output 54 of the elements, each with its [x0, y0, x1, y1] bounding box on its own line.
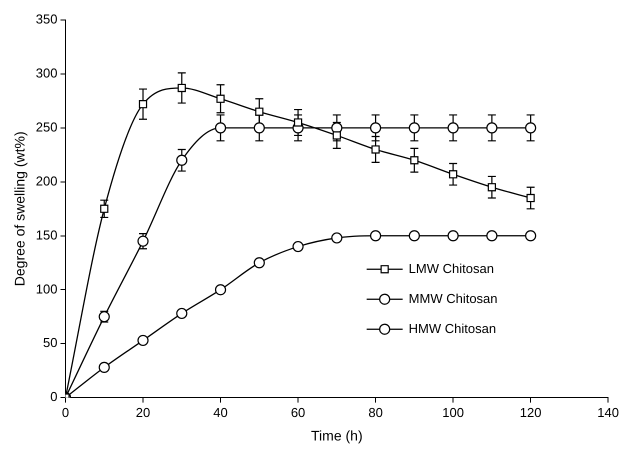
point [294, 118, 302, 127]
point [486, 230, 498, 242]
y-tick-label: 100 [36, 281, 58, 296]
point [137, 236, 149, 247]
legend-label: LMW Chitosan [408, 260, 494, 276]
x-tick-label: 80 [368, 404, 383, 420]
point [176, 154, 188, 166]
legend-label: HMW Chitosan [408, 320, 496, 336]
y-tick-label: 300 [36, 66, 58, 81]
y-tick-label: 150 [36, 227, 58, 242]
point [137, 334, 149, 346]
point [370, 230, 382, 242]
point [486, 122, 498, 134]
point [525, 122, 536, 134]
y-axis-title: Degree of swelling (wt%) [11, 131, 28, 286]
point [410, 156, 418, 164]
point [448, 230, 459, 242]
point [292, 240, 304, 252]
point [371, 145, 380, 154]
point [525, 230, 536, 242]
point [488, 183, 496, 192]
x-tick-label: 100 [442, 404, 464, 420]
x-tick-label: 140 [597, 404, 620, 420]
point [255, 108, 264, 116]
point [254, 257, 265, 268]
point [214, 284, 226, 296]
y-tick-label: 250 [36, 119, 58, 134]
point [176, 308, 188, 320]
y-tick-label: 0 [50, 389, 58, 404]
point [448, 122, 459, 134]
point [98, 362, 110, 373]
x-tick-label: 120 [520, 404, 542, 420]
point [526, 194, 535, 202]
point [178, 84, 186, 92]
point [332, 131, 341, 140]
point [216, 94, 225, 103]
x-axis-title: Time (h) [311, 427, 363, 444]
point [214, 122, 226, 134]
point [100, 204, 108, 213]
x-tick-label: 20 [136, 404, 150, 420]
x-tick-label: 40 [213, 404, 228, 420]
point [254, 122, 265, 134]
y-tick-label: 200 [36, 173, 58, 188]
y-tick-label: 350 [36, 12, 58, 27]
point [408, 122, 420, 134]
point [448, 170, 458, 178]
point [331, 232, 342, 244]
x-tick-label: 60 [290, 404, 306, 420]
legend-label: MMW Chitosan [408, 290, 498, 306]
x-tick-label: 0 [62, 404, 70, 420]
point [370, 122, 382, 134]
y-tick-label: 50 [43, 335, 58, 350]
point [408, 230, 420, 242]
point [138, 100, 148, 108]
